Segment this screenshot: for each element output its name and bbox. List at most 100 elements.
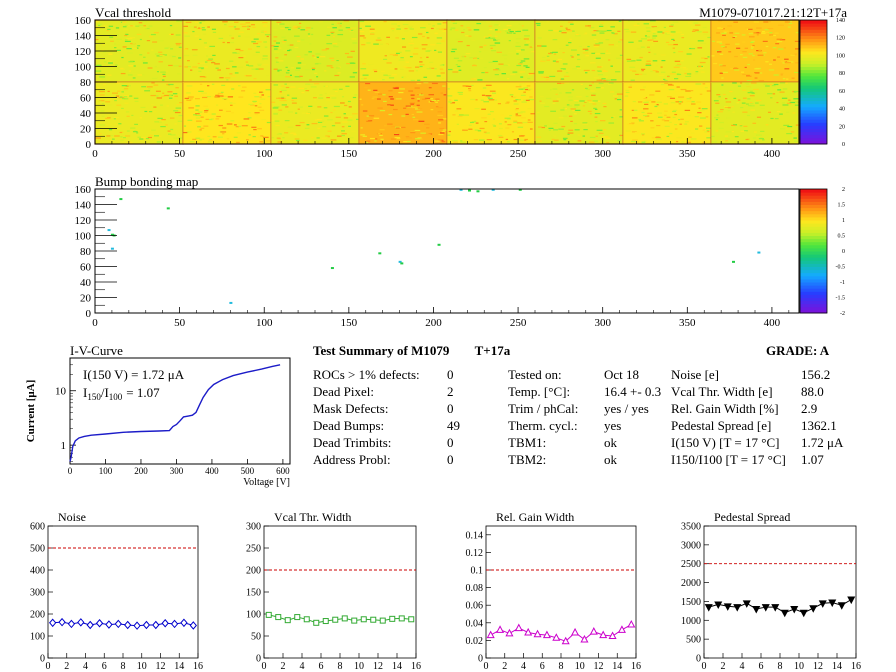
pixel-noise — [752, 55, 755, 57]
pixel-noise — [537, 37, 542, 39]
data-point — [847, 596, 856, 605]
mini-y-tick-label: 2500 — [681, 559, 701, 570]
pixel-noise — [500, 114, 505, 117]
pixel-noise — [480, 99, 484, 101]
grade-label: GRADE: A — [766, 343, 830, 358]
pixel-noise — [326, 43, 333, 45]
pixel-noise — [395, 58, 398, 60]
pixel-noise — [337, 27, 344, 29]
pixel-noise — [752, 137, 757, 139]
pixel-noise — [150, 94, 157, 97]
pixel-noise — [605, 39, 610, 41]
pixel-noise — [211, 62, 216, 64]
pixel-noise — [338, 66, 341, 68]
pixel-noise — [197, 111, 203, 113]
pixel-noise — [782, 88, 788, 90]
pixel-noise — [408, 27, 412, 29]
palette-tick-label: 20 — [839, 124, 845, 130]
pixel-noise — [227, 96, 234, 98]
pixel-noise — [645, 64, 652, 66]
pixel-noise — [144, 110, 148, 113]
pixel-noise — [195, 105, 200, 107]
pixel-noise — [577, 134, 581, 136]
pixel-noise — [124, 24, 131, 26]
pixel-noise — [316, 137, 320, 139]
pixel-noise — [685, 75, 692, 77]
pixel-noise — [330, 111, 333, 114]
pixel-noise — [585, 25, 590, 27]
pixel-noise — [716, 49, 719, 52]
pixel-noise — [177, 120, 183, 122]
pixel-noise — [641, 134, 645, 136]
pixel-noise — [405, 136, 410, 138]
pixel-noise — [199, 139, 202, 141]
pixel-noise — [192, 54, 198, 56]
pixel-noise — [205, 72, 211, 75]
pixel-noise — [429, 67, 435, 69]
pixel-noise — [168, 46, 171, 48]
pixel-noise — [169, 117, 175, 119]
pixel-noise — [788, 22, 793, 25]
pixel-noise — [484, 132, 490, 134]
pixel-noise — [463, 125, 468, 128]
palette-swatch — [800, 128, 827, 133]
pixel-noise — [637, 101, 643, 103]
pixel-noise — [599, 87, 604, 89]
pixel-noise — [643, 23, 649, 25]
pixel-noise — [554, 139, 559, 141]
pixel-noise — [437, 139, 444, 141]
pixel-noise — [137, 74, 143, 76]
pixel-noise — [794, 90, 800, 93]
pixel-noise — [773, 74, 779, 76]
pixel-noise — [312, 55, 315, 57]
pixel-noise — [521, 101, 527, 103]
pixel-noise — [391, 30, 395, 32]
pixel-noise — [633, 24, 640, 26]
pixel-noise — [483, 36, 489, 38]
data-point — [627, 619, 636, 628]
palette-tick-label: -2 — [840, 311, 845, 317]
summary-row: Dead Pixel: 2 — [313, 383, 483, 400]
pixel-noise — [458, 93, 463, 95]
pixel-noise — [741, 102, 746, 104]
pixel-noise — [107, 28, 111, 31]
pixel-noise — [762, 139, 765, 141]
pixel-noise — [558, 30, 562, 32]
pixel-noise — [300, 29, 306, 31]
pixel-noise — [521, 25, 524, 27]
pixel-noise — [321, 137, 327, 139]
palette-swatch — [800, 213, 827, 218]
palette-tick-label: 100 — [836, 53, 845, 59]
pixel-noise — [638, 73, 644, 75]
pixel-noise — [623, 28, 629, 31]
pixel-noise — [672, 110, 677, 113]
pixel-noise — [355, 69, 359, 71]
pixel-noise — [756, 134, 762, 136]
pixel-noise — [461, 31, 465, 34]
mini-x-tick-label: 10 — [354, 661, 364, 672]
pixel-noise — [669, 132, 673, 135]
palette-swatch — [800, 269, 827, 274]
pixel-noise — [744, 130, 748, 132]
pixel-noise — [199, 76, 205, 78]
pixel-noise — [594, 112, 601, 115]
pixel-noise — [175, 34, 181, 36]
pixel-noise — [672, 47, 676, 49]
mini-y-tick-label: 300 — [30, 588, 45, 599]
pixel-noise — [573, 106, 579, 108]
pixel-noise — [308, 51, 312, 53]
pixel-noise — [747, 63, 750, 66]
data-point — [714, 601, 723, 610]
pixel-noise — [519, 135, 524, 137]
pixel-noise — [294, 35, 300, 37]
palette-swatch — [800, 223, 827, 227]
pixel-noise — [419, 65, 423, 68]
pixel-noise — [462, 85, 469, 87]
pixel-noise — [99, 36, 104, 38]
pixel-noise — [591, 31, 595, 33]
pixel-noise — [745, 138, 749, 141]
pixel-noise — [589, 113, 592, 115]
pixel-noise — [489, 90, 496, 92]
pixel-noise — [577, 140, 582, 142]
